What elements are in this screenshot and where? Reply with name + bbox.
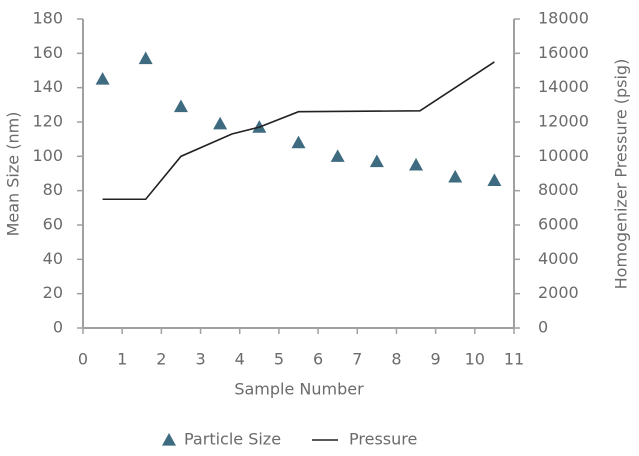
data-point — [448, 169, 463, 183]
y2-tick-label: 4000 — [538, 249, 579, 268]
data-point — [213, 116, 228, 130]
y-tick-label: 80 — [43, 180, 63, 199]
x-tick-label: 2 — [156, 350, 166, 369]
y2-tick-label: 14000 — [538, 77, 589, 96]
x-tick-label: 5 — [274, 350, 284, 369]
y2-tick-label: 8000 — [538, 180, 579, 199]
y2-axis-label: Homogenizer Pressure (psig) — [612, 59, 631, 290]
data-point — [330, 149, 345, 162]
y-tick-label: 20 — [43, 283, 63, 302]
y-axis-label: Mean Size (nm) — [4, 112, 23, 237]
data-point — [138, 51, 153, 65]
y-tick-label: 120 — [32, 112, 63, 131]
x-tick-label: 4 — [235, 350, 245, 369]
x-tick-label: 1 — [117, 350, 127, 369]
x-tick-label: 10 — [465, 350, 485, 369]
data-point — [291, 135, 306, 149]
y-tick-label: 160 — [32, 43, 63, 62]
y2-tick-label: 12000 — [538, 112, 589, 131]
legend-marker — [162, 433, 176, 446]
x-tick-label: 9 — [431, 350, 441, 369]
y-tick-label: 0 — [53, 318, 63, 337]
y-tick-label: 140 — [32, 77, 63, 96]
y-tick-label: 180 — [32, 9, 63, 28]
x-tick-label: 3 — [195, 350, 205, 369]
x-tick-label: 0 — [78, 350, 88, 369]
legend-label: Particle Size — [184, 430, 281, 449]
x-tick-label: 6 — [313, 350, 323, 369]
data-point — [487, 173, 502, 186]
y2-tick-label: 18000 — [538, 9, 589, 28]
data-line — [102, 61, 495, 201]
x-tick-label: 7 — [352, 350, 362, 369]
y-tick-label: 60 — [43, 215, 63, 234]
x-axis-label: Sample Number — [234, 380, 364, 399]
x-tick-label: 8 — [391, 350, 401, 369]
y-tick-label: 100 — [32, 146, 63, 165]
y2-tick-label: 2000 — [538, 283, 579, 302]
data-point — [409, 157, 424, 171]
y-tick-label: 40 — [43, 249, 63, 268]
y2-tick-label: 6000 — [538, 215, 579, 234]
y2-tick-label: 10000 — [538, 146, 589, 165]
data-point — [173, 99, 188, 113]
y2-tick-label: 16000 — [538, 43, 589, 62]
data-point — [95, 72, 110, 85]
y2-tick-label: 0 — [538, 318, 548, 337]
data-point — [369, 154, 384, 168]
legend-label: Pressure — [349, 430, 417, 449]
x-tick-label: 11 — [504, 350, 524, 369]
